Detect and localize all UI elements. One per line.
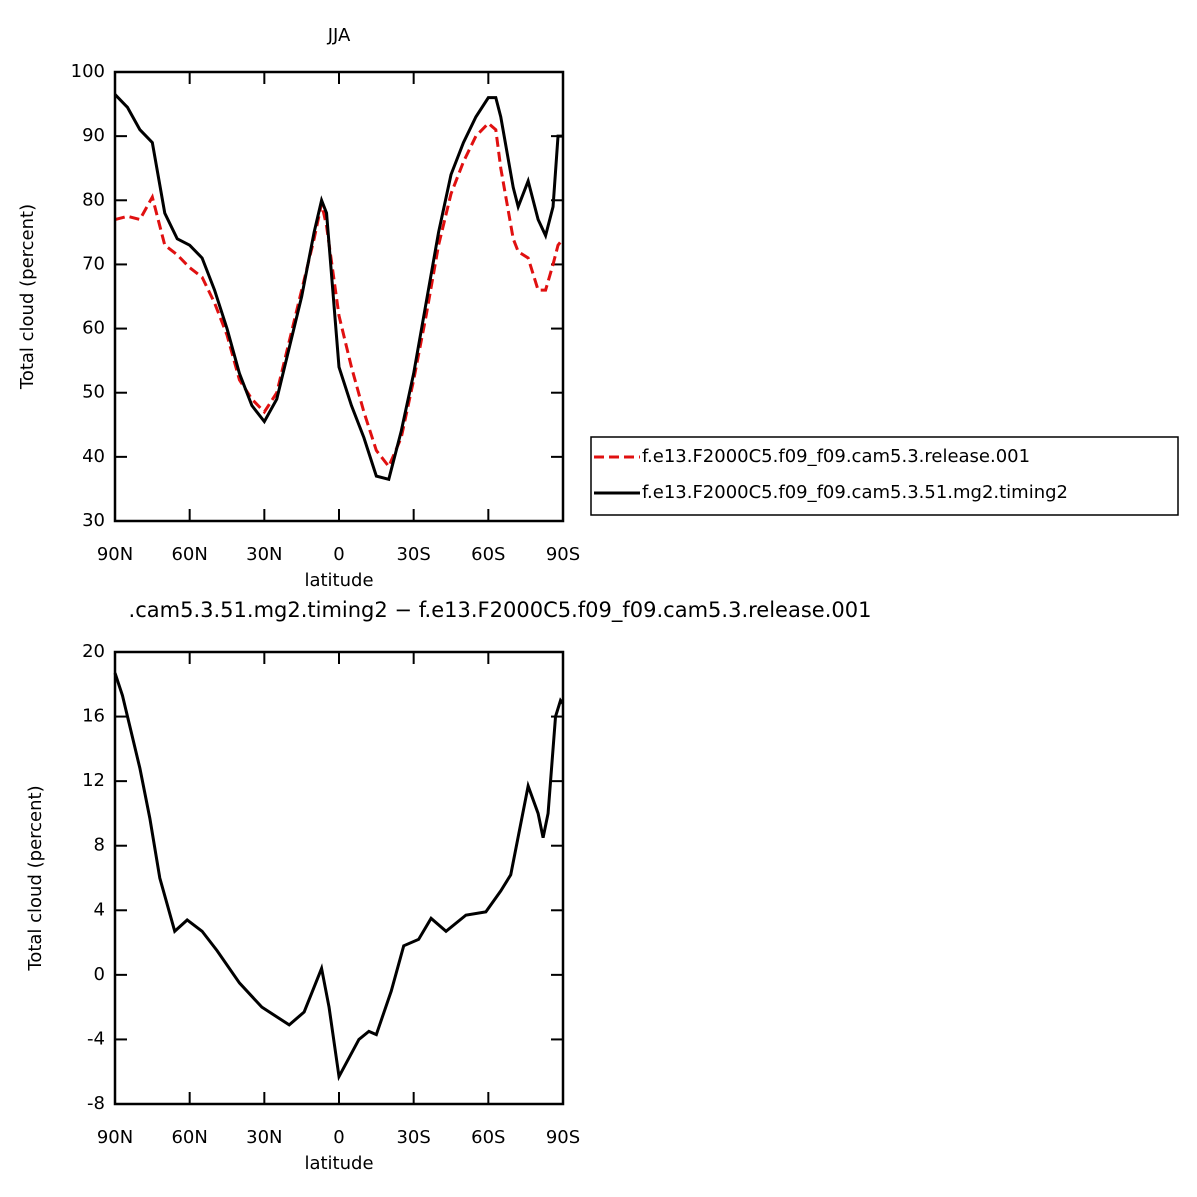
y-tick-label: 12	[82, 770, 105, 791]
x-tick-label: 90S	[546, 1127, 580, 1148]
x-tick-label: 0	[333, 544, 344, 565]
y-axis-label: Total cloud (percent)	[17, 204, 38, 390]
series-line	[114, 121, 565, 470]
x-tick-label: 30S	[396, 1127, 430, 1148]
y-tick-label: 100	[71, 61, 105, 82]
x-tick-label: 90N	[97, 544, 133, 565]
series-line	[113, 93, 563, 482]
plot-frame	[113, 650, 565, 1106]
y-tick-label: 16	[82, 706, 105, 727]
series-line	[113, 672, 565, 1082]
y-tick-label: 0	[94, 964, 105, 985]
plot-frame	[113, 70, 565, 523]
y-tick-label: 4	[94, 899, 105, 920]
y-tick-label: -8	[87, 1093, 105, 1114]
x-tick-label: 60N	[171, 1127, 207, 1148]
y-tick-label: 40	[82, 446, 105, 467]
legend-box	[590, 436, 1179, 516]
y-tick-label: 70	[82, 253, 105, 274]
y-tick-label: 90	[82, 125, 105, 146]
x-tick-label: 60S	[471, 1127, 505, 1148]
x-tick-label: 30N	[246, 1127, 282, 1148]
x-tick-label: 60S	[471, 544, 505, 565]
x-tick-label: 60N	[171, 544, 207, 565]
y-tick-label: 80	[82, 189, 105, 210]
y-tick-label: 30	[82, 510, 105, 531]
x-tick-label: 30S	[396, 544, 430, 565]
x-axis-label: latitude	[304, 1153, 373, 1174]
x-tick-label: 90S	[546, 544, 580, 565]
chart-title: .cam5.3.51.mg2.timing2 − f.e13.F2000C5.f…	[129, 598, 872, 623]
legend-label: f.e13.F2000C5.f09_f09.cam5.3.51.mg2.timi…	[642, 482, 1068, 503]
y-tick-label: 50	[82, 382, 105, 403]
y-tick-label: -4	[87, 1028, 105, 1049]
x-tick-label: 90N	[97, 1127, 133, 1148]
x-tick-label: 30N	[246, 544, 282, 565]
y-tick-label: 20	[82, 641, 105, 662]
x-axis-label: latitude	[304, 570, 373, 591]
y-tick-label: 8	[94, 835, 105, 856]
chart-title: JJA	[327, 25, 351, 46]
y-axis-label: Total cloud (percent)	[25, 785, 46, 971]
x-tick-label: 0	[333, 1127, 344, 1148]
legend-label: f.e13.F2000C5.f09_f09.cam5.3.release.001	[642, 446, 1030, 467]
y-tick-label: 60	[82, 318, 105, 339]
